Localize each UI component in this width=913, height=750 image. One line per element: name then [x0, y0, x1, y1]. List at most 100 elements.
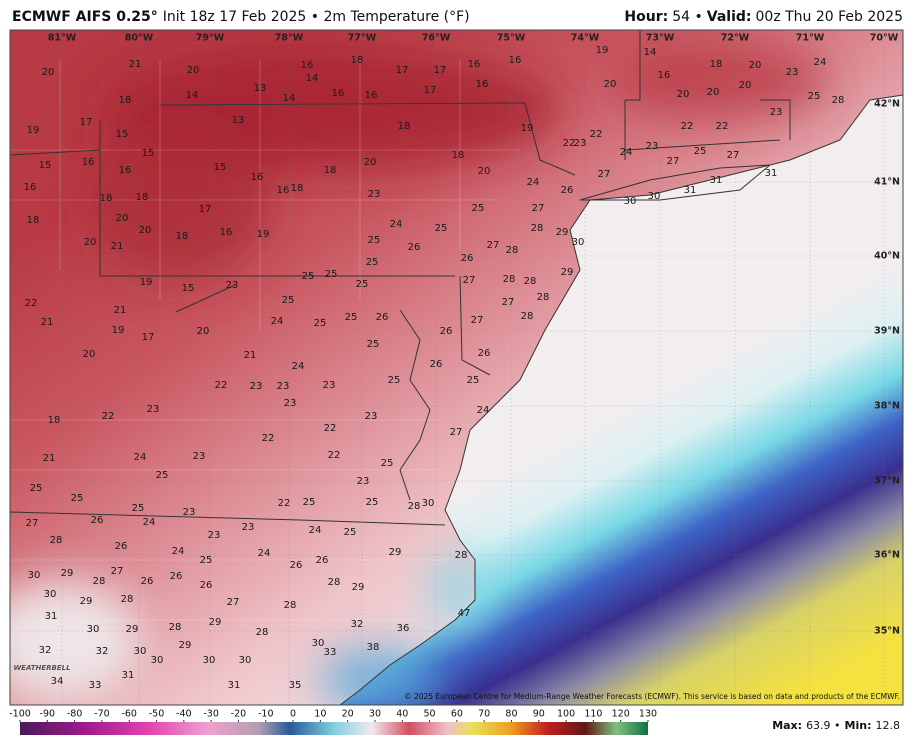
station-value: 27: [450, 427, 463, 438]
logo: WEATHERBELL: [13, 664, 70, 672]
station-value: 18: [27, 215, 40, 226]
station-value: 32: [39, 645, 52, 656]
map-frame: [9, 29, 904, 706]
station-value: 30: [312, 638, 325, 649]
station-value: 29: [561, 267, 574, 278]
station-value: 23: [368, 189, 381, 200]
station-value: 20: [478, 166, 491, 177]
lon-label: 81°W: [48, 33, 77, 44]
station-value: 24: [172, 546, 185, 557]
lon-label: 75°W: [497, 33, 526, 44]
station-value: 26: [440, 326, 453, 337]
station-value: 24: [527, 177, 540, 188]
station-value: 21: [129, 59, 142, 70]
lat-label: 35°N: [874, 626, 900, 637]
title-rest: Init 18z 17 Feb 2025 • 2m Temperature (°…: [163, 9, 470, 25]
colorbar-label: 50: [424, 709, 436, 720]
station-value: 25: [356, 279, 369, 290]
station-value: 25: [325, 269, 338, 280]
state-borders: [10, 30, 903, 705]
colorbar-label: -90: [40, 709, 56, 720]
station-value: 25: [435, 223, 448, 234]
station-value: 18: [136, 192, 149, 203]
station-value: 25: [344, 527, 357, 538]
station-value: 25: [808, 91, 821, 102]
colorbar-label: -40: [176, 709, 192, 720]
station-value: 29: [352, 582, 365, 593]
station-value: 13: [232, 115, 245, 126]
station-value: 15: [214, 162, 227, 173]
map: 81°W 80°W 79°W 78°W 77°W 76°W 75°W 74°W 73°W 72°W…: [10, 30, 903, 705]
station-value: 23: [208, 530, 221, 541]
station-value: 26: [141, 576, 154, 587]
station-value: 25: [132, 503, 145, 514]
colorbar-label: 110: [584, 709, 602, 720]
lon-label: 71°W: [796, 33, 825, 44]
station-value: 26: [478, 348, 491, 359]
station-value: 16: [468, 59, 481, 70]
colorbar-label: 70: [478, 709, 490, 720]
station-value: 18: [119, 95, 132, 106]
station-value: 28: [524, 276, 537, 287]
colorbar-label: -30: [203, 709, 219, 720]
station-value: 27: [727, 150, 740, 161]
station-value: 26: [290, 560, 303, 571]
station-value: 22: [262, 433, 275, 444]
station-value: 26: [461, 253, 474, 264]
station-value: 15: [116, 129, 129, 140]
station-value: 22: [716, 121, 729, 132]
station-value: 19: [27, 125, 40, 136]
colorbar-label: -100: [9, 709, 31, 720]
station-value: 30: [422, 498, 435, 509]
station-value: 24: [477, 405, 490, 416]
valid-value: 00z Thu 20 Feb 2025: [756, 9, 904, 25]
colorbar-label: 40: [396, 709, 408, 720]
station-value: 25: [366, 497, 379, 508]
station-value: 19: [112, 325, 125, 336]
station-value: 28: [455, 550, 468, 561]
colorbar-label: -80: [67, 709, 83, 720]
lon-label: 72°W: [721, 33, 750, 44]
valid-time: Hour: 54 • Valid: 00z Thu 20 Feb 2025: [624, 9, 903, 25]
station-value: 27: [471, 315, 484, 326]
copyright: © 2025 European Centre for Medium-Range …: [404, 692, 900, 701]
station-value: 18: [100, 193, 113, 204]
station-value: 26: [170, 571, 183, 582]
station-value: 25: [345, 312, 358, 323]
station-value: 29: [126, 624, 139, 635]
station-value: 30: [239, 655, 252, 666]
station-value: 18: [291, 183, 304, 194]
station-value: 25: [467, 375, 480, 386]
station-value: 30: [134, 646, 147, 657]
station-value: 14: [306, 73, 319, 84]
station-value: 17: [142, 332, 155, 343]
station-value: 27: [227, 597, 240, 608]
station-value: 13: [254, 83, 267, 94]
station-value: 20: [116, 213, 129, 224]
colorbar-label: 10: [314, 709, 326, 720]
station-value: 20: [83, 349, 96, 360]
station-value: 30: [44, 589, 57, 600]
station-value: 27: [598, 169, 611, 180]
station-value: 29: [389, 547, 402, 558]
station-value: 21: [111, 241, 124, 252]
colorbar-label: 100: [557, 709, 575, 720]
valid-label: Valid:: [707, 9, 752, 25]
colorbar-label: 130: [639, 709, 657, 720]
colorbar-label: -50: [149, 709, 165, 720]
station-value: 22: [215, 380, 228, 391]
station-value: 14: [283, 93, 296, 104]
station-value: 31: [45, 611, 58, 622]
station-value: 17: [424, 85, 437, 96]
station-value: 23: [277, 381, 290, 392]
station-value: 16: [251, 172, 264, 183]
station-value: 27: [26, 518, 39, 529]
station-value: 27: [502, 297, 515, 308]
station-value: 26: [91, 515, 104, 526]
station-value: 33: [324, 647, 337, 658]
lon-label: 70°W: [870, 33, 899, 44]
station-value: 23: [786, 67, 799, 78]
station-value: 25: [302, 271, 315, 282]
station-value: 24: [258, 548, 271, 559]
